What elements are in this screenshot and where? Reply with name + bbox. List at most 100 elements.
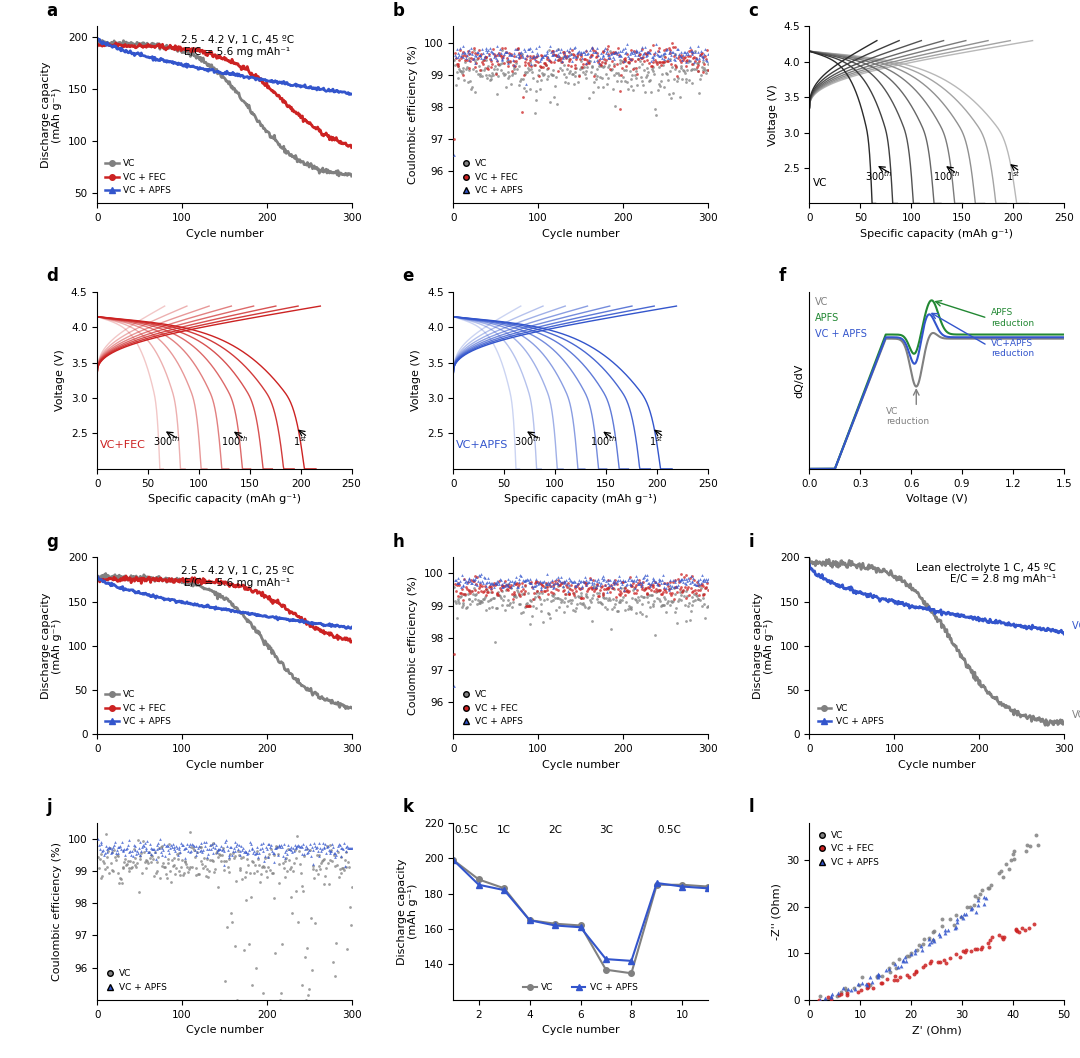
Point — [485, 44, 502, 61]
Point — [515, 585, 532, 602]
Point — [561, 42, 578, 59]
Point — [997, 856, 1014, 873]
Point — [559, 582, 577, 599]
Point — [619, 582, 636, 599]
Point — [541, 37, 558, 54]
Point — [645, 596, 662, 613]
Point — [635, 588, 652, 605]
Point — [658, 65, 675, 81]
Point — [623, 67, 640, 84]
Point — [543, 571, 561, 588]
Point — [325, 845, 342, 862]
Point — [649, 577, 666, 594]
Point — [595, 50, 612, 67]
Point — [516, 49, 534, 66]
Point — [669, 68, 686, 85]
Point — [635, 568, 652, 585]
Point — [643, 586, 660, 603]
Point — [565, 586, 582, 603]
Point — [636, 44, 653, 61]
Point — [666, 39, 684, 56]
Point — [516, 572, 534, 589]
Point — [664, 592, 681, 609]
Point — [311, 847, 328, 864]
Legend: VC, VC + FEC, VC + APFS: VC, VC + FEC, VC + APFS — [814, 827, 882, 871]
Point — [649, 576, 666, 592]
Point — [897, 953, 915, 970]
Point — [607, 573, 624, 590]
Point — [612, 580, 630, 597]
Point — [593, 596, 610, 613]
Point — [698, 580, 715, 597]
Point — [97, 825, 114, 842]
Y-axis label: Voltage (V): Voltage (V) — [411, 349, 421, 412]
Point — [920, 936, 937, 953]
Point — [618, 43, 635, 60]
Point — [557, 69, 575, 86]
Point — [618, 583, 635, 600]
Point — [816, 991, 834, 1008]
Point — [523, 57, 540, 74]
Point — [970, 892, 987, 909]
Point — [609, 580, 626, 597]
Point — [634, 50, 651, 67]
Point — [579, 588, 596, 605]
Point — [488, 52, 505, 69]
Point — [576, 599, 593, 616]
Point — [509, 579, 526, 596]
Point — [117, 846, 134, 863]
Point — [296, 949, 313, 966]
APFS — [926, 294, 939, 307]
Point — [660, 580, 677, 597]
Point — [470, 592, 487, 609]
Point — [590, 570, 607, 587]
Point — [335, 835, 352, 852]
Point — [481, 72, 498, 89]
Point — [144, 840, 161, 857]
Point — [605, 574, 622, 591]
Point — [636, 84, 653, 101]
Point — [572, 58, 590, 75]
Point — [518, 48, 536, 65]
Point — [237, 843, 254, 860]
Point — [639, 586, 657, 603]
Point — [243, 853, 260, 870]
Point — [563, 45, 580, 62]
Point — [552, 50, 569, 67]
Point — [545, 579, 563, 596]
Point — [666, 45, 684, 62]
Point — [505, 56, 523, 73]
Point — [513, 48, 530, 65]
Point — [325, 846, 342, 863]
Point — [552, 590, 569, 607]
Point — [172, 867, 189, 883]
Point — [513, 104, 530, 121]
Point — [600, 577, 618, 594]
Point — [464, 585, 482, 602]
Text: c: c — [748, 2, 758, 20]
Point — [98, 849, 116, 865]
Point — [629, 77, 646, 94]
Point — [610, 47, 627, 63]
Point — [515, 584, 532, 601]
Point — [497, 582, 514, 599]
Point — [881, 963, 899, 980]
Point — [470, 595, 487, 612]
Point — [306, 870, 323, 887]
Point — [667, 57, 685, 74]
Point — [607, 596, 624, 613]
Point — [505, 585, 523, 602]
Point — [174, 851, 191, 868]
Point — [98, 859, 116, 876]
Point — [197, 838, 214, 855]
Point — [569, 43, 586, 60]
Point — [640, 54, 658, 71]
Point — [607, 43, 624, 60]
Point — [685, 592, 702, 609]
Point — [342, 840, 360, 857]
Point — [557, 49, 575, 66]
Point — [607, 574, 624, 591]
Point — [129, 843, 146, 860]
Text: a: a — [46, 2, 57, 20]
Point — [924, 924, 942, 941]
